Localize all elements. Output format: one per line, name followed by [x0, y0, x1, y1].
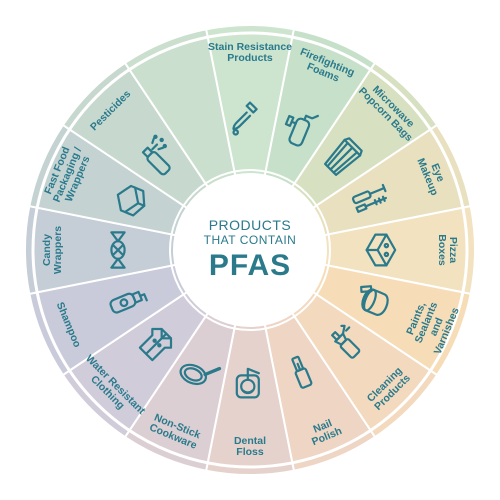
- segment-label: Candy Wrappers: [42, 226, 64, 274]
- dental-floss-icon: [228, 360, 272, 404]
- segment-label: Dental Floss: [234, 436, 266, 458]
- pfas-wheel: [20, 20, 480, 480]
- dropper-icon: [228, 96, 272, 140]
- segment-label: Stain Resistance Products: [208, 42, 292, 64]
- candy-icon: [96, 228, 140, 272]
- pizza-box-icon: [360, 228, 404, 272]
- segment-label: Pizza Boxes: [436, 234, 458, 266]
